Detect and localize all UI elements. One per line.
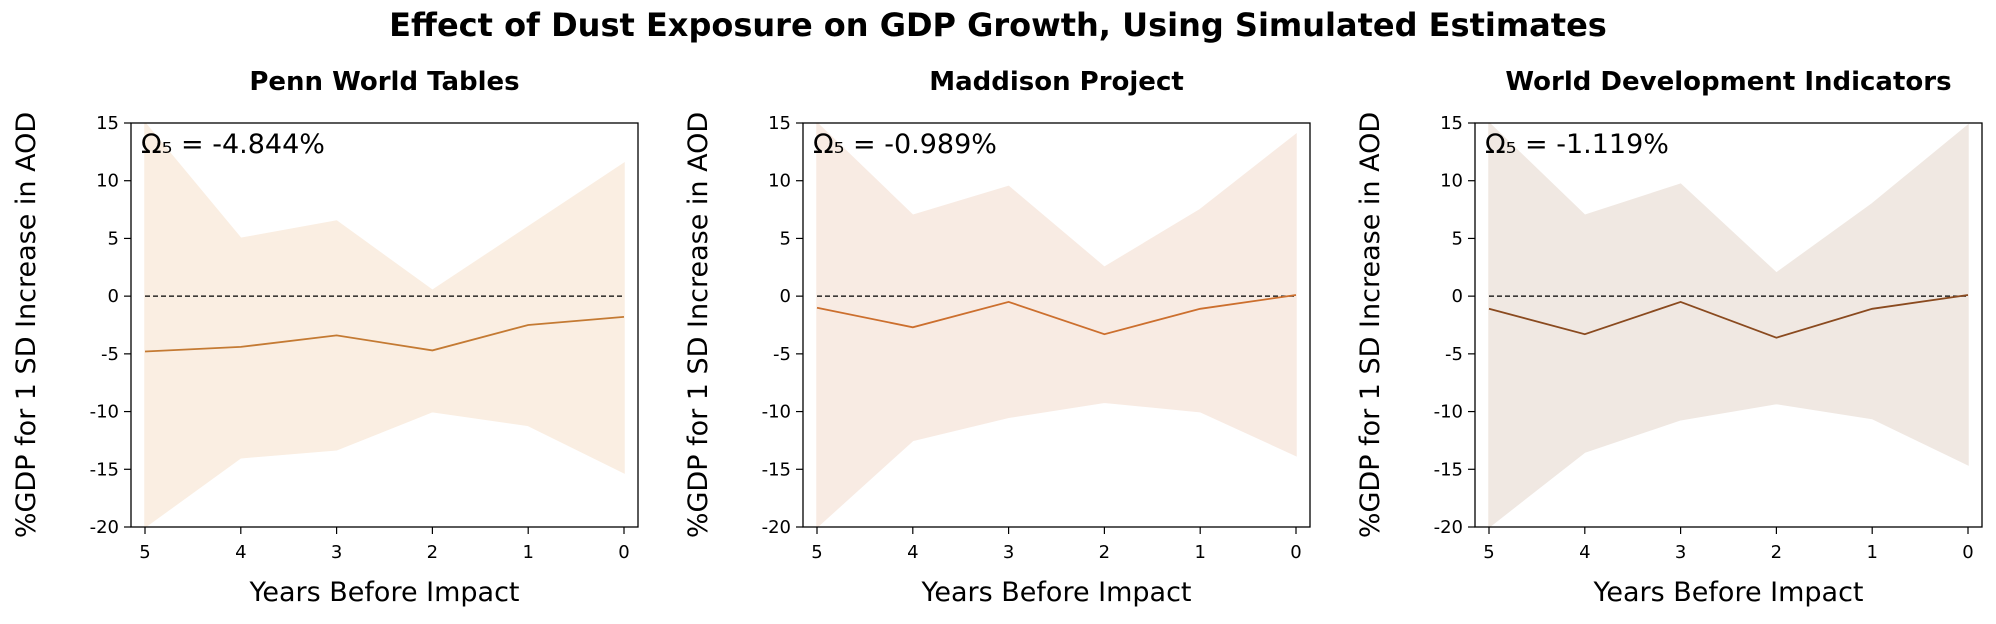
- y-tick-label: -20: [90, 517, 119, 538]
- estimate-line: [144, 316, 625, 353]
- y-tick-label: 10: [768, 171, 791, 192]
- y-tick-label: 0: [780, 286, 791, 307]
- x-tick-label: 5: [811, 542, 822, 563]
- x-tick-label: 3: [1675, 542, 1686, 563]
- y-tick-label: 10: [96, 171, 119, 192]
- omega-annotation: Ω₅ = -0.989%: [813, 129, 997, 160]
- axes-frame: [1474, 122, 1983, 528]
- y-axis-label: %GDP for 1 SD Increase in AOD: [11, 112, 42, 538]
- y-tick-label: -10: [90, 402, 119, 423]
- y-tick-label: -20: [1434, 517, 1463, 538]
- plot-area: [144, 123, 625, 527]
- x-tick-label: 2: [1771, 542, 1782, 563]
- confidence-band: [1488, 123, 1969, 527]
- y-tick-label: -15: [1434, 459, 1463, 480]
- axes-frame: [130, 122, 639, 528]
- y-tick-label: -5: [773, 344, 791, 365]
- y-tick-label: 10: [1440, 171, 1463, 192]
- y-tick-label: 0: [1452, 286, 1463, 307]
- x-tick-label: 5: [139, 542, 150, 563]
- x-tick-label: 2: [427, 542, 438, 563]
- y-axis-label: %GDP for 1 SD Increase in AOD: [1355, 112, 1386, 538]
- x-tick-label: 3: [331, 542, 342, 563]
- y-tick-label: 5: [780, 228, 791, 249]
- x-axis-label: Years Before Impact: [920, 577, 1191, 608]
- y-tick-label: 15: [1440, 113, 1463, 134]
- y-tick-label: 5: [108, 228, 119, 249]
- x-tick-label: 0: [1290, 542, 1301, 563]
- y-tick-label: -10: [1434, 402, 1463, 423]
- omega-annotation: Ω₅ = -1.119%: [1485, 129, 1669, 160]
- x-tick-label: 4: [1579, 542, 1590, 563]
- figure-title: Effect of Dust Exposure on GDP Growth, U…: [389, 6, 1607, 44]
- confidence-band: [816, 123, 1297, 527]
- axes-frame: [802, 122, 1311, 528]
- y-tick-label: -5: [1445, 344, 1463, 365]
- x-tick-label: 0: [618, 542, 629, 563]
- x-tick-label: 3: [1003, 542, 1014, 563]
- x-tick-label: 4: [235, 542, 246, 563]
- y-tick-label: -5: [101, 344, 119, 365]
- x-tick-label: 5: [1483, 542, 1494, 563]
- x-axis-label: Years Before Impact: [1592, 577, 1863, 608]
- y-tick-label: 0: [108, 286, 119, 307]
- estimate-line: [816, 294, 1297, 336]
- y-tick-label: 15: [768, 113, 791, 134]
- x-tick-label: 1: [522, 542, 533, 563]
- x-axis-label: Years Before Impact: [248, 577, 519, 608]
- y-tick-label: -15: [90, 459, 119, 480]
- y-axis-label: %GDP for 1 SD Increase in AOD: [683, 112, 714, 538]
- estimate-line: [1488, 294, 1969, 339]
- plot-area: [1488, 123, 1969, 527]
- x-tick-label: 1: [1866, 542, 1877, 563]
- x-tick-label: 2: [1099, 542, 1110, 563]
- plot-area: [816, 123, 1297, 527]
- y-tick-label: -15: [762, 459, 791, 480]
- omega-annotation: Ω₅ = -4.844%: [141, 129, 325, 160]
- x-tick-label: 4: [907, 542, 918, 563]
- panel-title: Penn World Tables: [249, 67, 519, 97]
- confidence-band: [144, 123, 625, 527]
- x-tick-label: 0: [1962, 542, 1973, 563]
- panel-title: Maddison Project: [929, 67, 1184, 97]
- y-tick-label: -10: [762, 402, 791, 423]
- panel-title: World Development Indicators: [1505, 67, 1951, 97]
- y-tick-label: 15: [96, 113, 119, 134]
- y-tick-label: 5: [1452, 228, 1463, 249]
- x-tick-label: 1: [1194, 542, 1205, 563]
- y-tick-label: -20: [762, 517, 791, 538]
